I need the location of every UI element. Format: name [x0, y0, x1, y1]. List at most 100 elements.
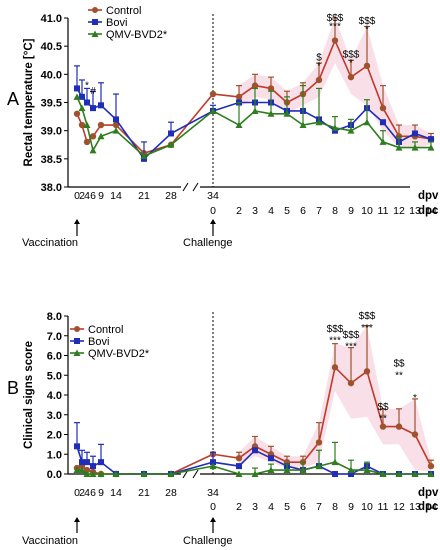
bovi-point	[98, 459, 104, 466]
qmv-line-dpc	[212, 461, 431, 475]
significance-annotation: $	[316, 52, 322, 63]
bovi-point	[84, 459, 90, 466]
dpv-axis-label: dpv	[418, 487, 439, 499]
x-tick-label-dpc: 13	[409, 501, 421, 513]
qmv-point	[73, 466, 81, 474]
qmv-point	[209, 107, 217, 114]
legend-label: Control	[88, 324, 123, 336]
qmv-point	[331, 458, 339, 466]
x-tick-label-dpc: 13	[409, 205, 421, 217]
qmv-point	[78, 466, 86, 474]
qmv-line-dpc	[212, 110, 431, 149]
x-tick-label-dpc: 14	[425, 501, 437, 513]
dpc-axis-label: dpc	[418, 205, 439, 217]
y-tick-label: 3.0	[47, 410, 62, 422]
qmv-point	[83, 121, 91, 129]
bovi-point	[90, 105, 96, 112]
x-tick-label-dpc: 9	[348, 501, 354, 513]
control-point	[379, 423, 387, 430]
qmv-point	[89, 470, 97, 477]
control-point	[411, 431, 419, 438]
significance-annotation: $$$	[327, 324, 344, 335]
x-tick-label-dpv: 14	[110, 487, 122, 499]
dpv-axis-label: dpv	[418, 190, 439, 202]
challenge-arrow-head	[210, 219, 216, 224]
legend-marker-bovi	[74, 338, 80, 344]
y-axis-label: Rectal temperature [°C]	[23, 38, 35, 166]
bovi-point	[74, 85, 80, 92]
vaccination-label: Vaccination	[22, 237, 78, 249]
control-point	[83, 138, 91, 146]
significance-annotation: ***	[345, 342, 357, 353]
significance-annotation: #	[90, 86, 96, 97]
significance-annotation: $$$	[359, 16, 376, 27]
control-point	[73, 110, 81, 117]
significance-annotation: ***	[329, 21, 341, 32]
vaccination-arrow-head	[74, 219, 80, 224]
qmv-point	[235, 470, 243, 477]
significance-annotation: $$	[377, 402, 389, 413]
significance-annotation: *	[85, 81, 89, 92]
x-tick-label-dpv: 4	[84, 487, 90, 499]
x-tick-label-dpc: 5	[284, 501, 290, 513]
qmv-point	[73, 93, 81, 100]
x-tick-label-dpv: 4	[84, 190, 90, 202]
challenge-label: Challenge	[183, 237, 233, 249]
x-tick-label-dpc: 2	[236, 501, 242, 513]
qmv-point	[331, 124, 339, 131]
bovi-point	[74, 443, 80, 450]
dpc-axis-label: dpc	[418, 501, 439, 513]
qmv-point	[140, 470, 148, 477]
control-point	[209, 90, 217, 98]
control-point	[97, 121, 105, 129]
bovi-point	[252, 447, 258, 454]
legend-label: Bovi	[88, 336, 109, 348]
control-point	[347, 379, 355, 387]
control-point	[78, 121, 86, 129]
bovi-point	[113, 116, 119, 123]
qmv-point	[411, 144, 419, 151]
x-tick-label-dpc: 5	[284, 205, 290, 217]
control-point	[89, 133, 97, 140]
bovi-point	[90, 463, 96, 470]
vaccination-arrow-head	[74, 517, 80, 522]
qmv-point	[315, 462, 323, 470]
x-tick-label-dpv: 14	[110, 190, 122, 202]
significance-annotation: $$	[393, 358, 405, 369]
significance-annotation: $$$	[343, 330, 360, 341]
y-tick-label: 39.5	[41, 98, 62, 110]
legend-label: Bovi	[106, 17, 127, 29]
x-tick-label-dpc: 8	[332, 205, 338, 217]
panel-letter: A	[7, 89, 19, 109]
qmv-point	[299, 121, 307, 129]
control-point	[331, 37, 339, 44]
x-tick-label-dpc: 2	[236, 205, 242, 217]
significance-annotation: **	[395, 370, 403, 381]
qmv-point	[235, 121, 243, 129]
bovi-point	[168, 130, 174, 137]
axis-break-mark	[192, 182, 199, 192]
significance-annotation: $$$	[343, 50, 360, 61]
significance-annotation: *	[365, 24, 369, 35]
x-tick-label-dpv: 28	[165, 190, 177, 202]
significance-annotation: $$$	[327, 13, 344, 24]
y-tick-label: 8.0	[47, 311, 62, 323]
qmv-point	[315, 118, 323, 126]
control-point	[363, 368, 371, 375]
control-error-band	[239, 325, 431, 473]
bovi-point	[236, 463, 242, 470]
y-tick-label: 38.5	[41, 154, 62, 166]
qmv-point	[283, 110, 291, 117]
significance-annotation: *	[317, 61, 321, 72]
x-tick-label-dpv: 28	[165, 487, 177, 499]
significance-annotation: ***	[329, 336, 341, 347]
qmv-point	[97, 132, 105, 140]
panel-letter: B	[7, 378, 19, 398]
bovi-point	[79, 459, 85, 466]
control-point	[235, 455, 243, 462]
y-tick-label: 38.0	[41, 182, 62, 194]
qmv-point	[283, 466, 291, 474]
qmv-point	[427, 470, 435, 477]
qmv-point	[140, 152, 148, 160]
x-tick-label-dpc: 11	[378, 501, 389, 513]
